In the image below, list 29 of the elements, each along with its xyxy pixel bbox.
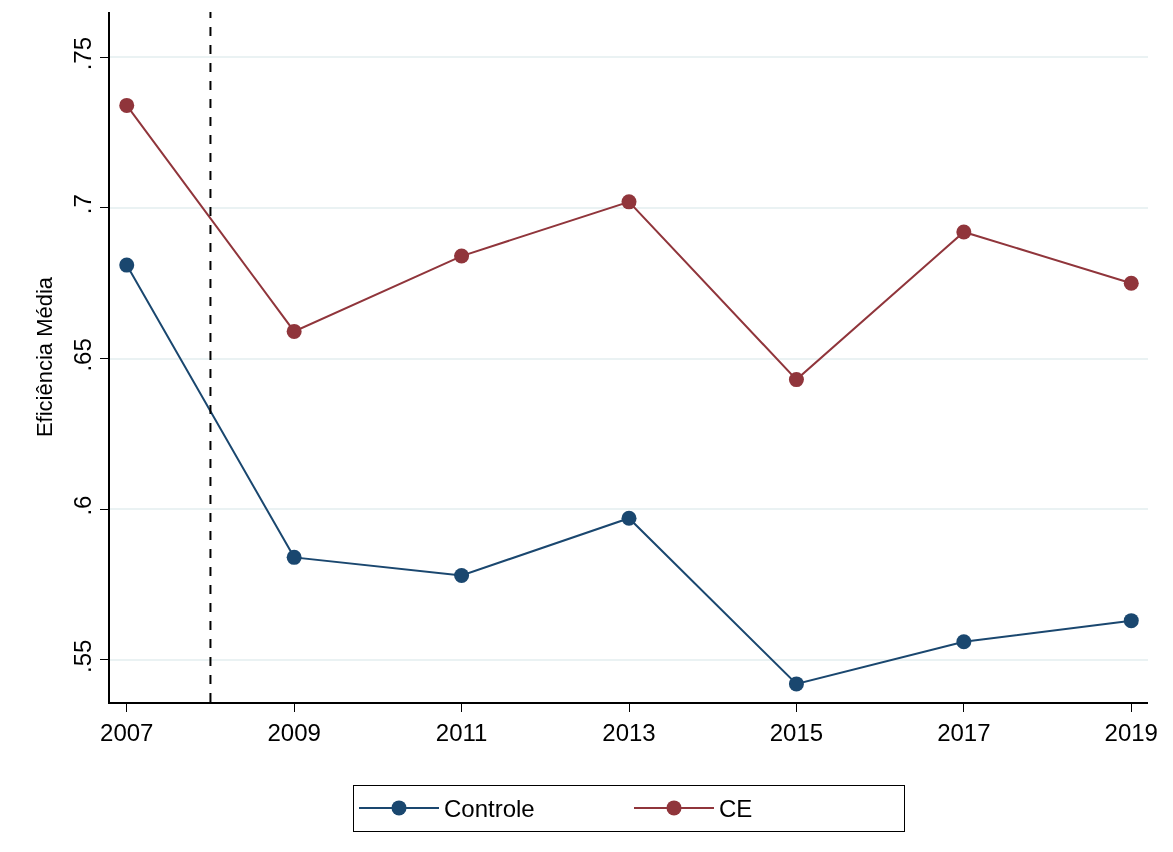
x-tick-label: 2011: [435, 718, 488, 746]
point: [956, 634, 972, 650]
point: [286, 323, 302, 339]
y-axis-title: Eficiência Média: [31, 276, 57, 438]
x-tick-label: 2007: [100, 718, 154, 746]
point: [621, 194, 637, 210]
y-tick-label: .7: [68, 194, 96, 215]
point: [119, 257, 135, 273]
point: [286, 549, 302, 565]
point: [454, 248, 470, 264]
point: [788, 372, 804, 388]
x-tick-label: 2015: [769, 718, 824, 746]
point: [788, 676, 804, 692]
x-tick-label: 2013: [602, 718, 656, 746]
point: [1123, 275, 1139, 291]
x-tick-label: 2017: [937, 718, 991, 746]
point: [621, 510, 637, 526]
point: [1123, 613, 1139, 629]
y-tick-label: .6: [68, 495, 96, 516]
legend-label: Controle: [444, 795, 535, 823]
point: [956, 224, 972, 240]
x-tick-label: 2009: [267, 718, 321, 746]
y-tick-label: .65: [68, 338, 96, 372]
y-tick-label: .75: [68, 36, 96, 71]
x-tick-label: 2019: [1104, 718, 1158, 746]
legend-label: CE: [719, 795, 753, 823]
point: [454, 567, 470, 583]
point: [119, 97, 135, 113]
y-tick-label: .55: [68, 639, 96, 673]
